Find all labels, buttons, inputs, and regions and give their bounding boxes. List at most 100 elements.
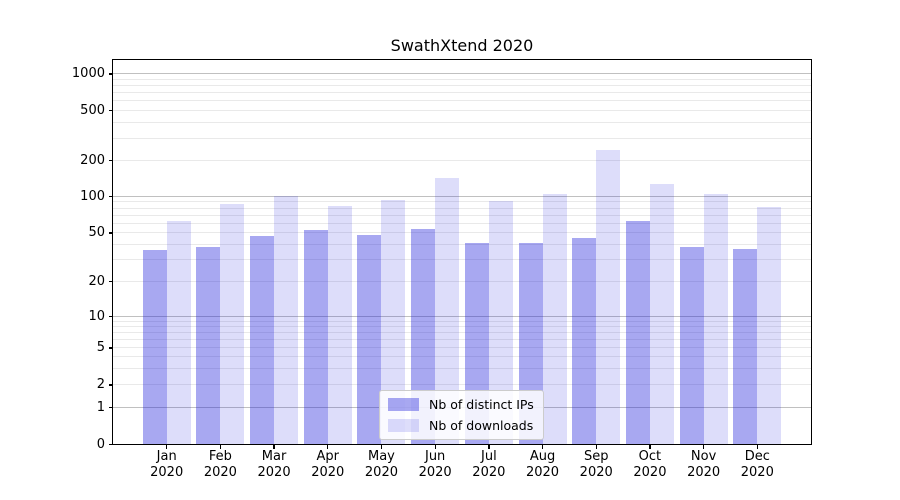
plot-area: Nb of distinct IPs Nb of downloads [112,59,812,445]
bar-downloads-jan [166,220,191,444]
x-tick-label-nov: Nov 2020 [672,449,736,480]
x-tick-year: 2020 [203,464,237,480]
x-tick-mark-jun [434,444,436,449]
gridline-7 [113,332,811,334]
x-tick-month: Feb [208,449,232,464]
x-tick-mark-jul [488,444,490,449]
x-tick-label-dec: Dec 2020 [725,449,789,480]
y-tick-mark-2 [109,384,113,386]
x-tick-label-aug: Aug 2020 [511,449,575,480]
x-tick-label-jun: Jun 2020 [403,449,467,480]
y-tick-label-0: 0 [96,436,105,452]
x-tick-label-jan: Jan 2020 [135,449,199,480]
x-tick-month: Jan [156,449,177,464]
x-tick-label-feb: Feb 2020 [188,449,252,480]
gridline-2 [113,384,811,386]
x-tick-year: 2020 [311,464,345,480]
x-tick-mark-mar [273,444,275,449]
legend-label-distinct-ips: Nb of distinct IPs [429,397,534,412]
x-tick-year: 2020 [472,464,506,480]
bar-distinct-ips-oct [625,220,650,444]
bar-distinct-ips-apr [303,229,328,444]
y-tick-mark-20 [109,280,113,283]
gridline-700 [113,92,811,94]
gridline-500 [113,110,811,112]
gridline-30 [113,259,811,261]
x-tick-label-may: May 2020 [349,449,413,480]
bar-distinct-ips-nov [679,247,704,444]
gridline-80 [113,207,811,209]
x-tick-mark-dec [756,444,758,449]
bar-distinct-ips-sep [572,238,597,444]
x-tick-year: 2020 [150,464,184,480]
gridline-40 [113,244,811,246]
y-tick-mark-1 [109,406,113,409]
bar-downloads-nov [703,194,728,444]
legend-swatch-downloads [388,419,419,432]
bar-downloads-dec [757,207,782,444]
y-tick-label-2: 2 [96,377,105,393]
x-tick-month: May [368,449,395,464]
bar-downloads-mar [274,196,299,444]
x-tick-month: Apr [316,449,340,464]
gridline-4 [113,356,811,358]
x-tick-mark-feb [219,444,222,449]
gridline-90 [113,201,811,203]
gridline-100 [113,195,811,197]
x-tick-month: Sep [583,449,609,464]
y-tick-label-20: 20 [88,273,105,289]
gridline-6 [113,339,811,341]
x-tick-year: 2020 [579,464,613,480]
legend-swatch-distinct-ips [388,398,419,411]
gridline-400 [113,122,811,124]
y-tick-label-100: 100 [80,188,105,204]
gridline-9 [113,320,811,322]
x-tick-label-oct: Oct 2020 [618,449,682,480]
bar-downloads-aug [542,193,567,444]
x-tick-month: Oct [638,449,662,464]
y-tick-mark-200 [109,159,113,161]
legend-label-downloads: Nb of downloads [429,418,534,433]
bar-distinct-ips-may [357,235,382,444]
x-tick-month: Dec [744,449,770,464]
y-tick-label-10: 10 [88,309,105,325]
gridline-60 [113,222,811,224]
y-tick-mark-500 [109,110,113,112]
x-tick-year: 2020 [740,464,774,480]
x-tick-mark-apr [327,444,329,449]
y-tick-label-5: 5 [96,340,105,356]
gridline-200 [113,159,811,161]
gridline-600 [113,100,811,102]
gridline-20 [113,280,811,282]
y-tick-mark-10 [109,316,113,318]
chart-title: SwathXtend 2020 [390,36,534,55]
gridline-50 [113,232,811,234]
gridline-3 [113,368,811,370]
gridline-8 [113,326,811,328]
y-tick-label-1: 1 [96,399,105,415]
bar-downloads-sep [596,149,621,444]
gridline-1000 [113,73,811,75]
x-tick-label-apr: Apr 2020 [296,449,360,480]
y-tick-label-200: 200 [80,152,105,168]
x-tick-year: 2020 [633,464,667,480]
gridline-300 [113,137,811,139]
x-tick-mark-aug [541,444,544,449]
gridline-5 [113,347,811,349]
y-tick-label-1000: 1000 [71,66,105,82]
x-tick-mark-jan [166,444,168,449]
gridline-70 [113,214,811,216]
y-tick-mark-100 [109,195,113,198]
legend-item-downloads: Nb of downloads [388,418,534,433]
legend-item-distinct-ips: Nb of distinct IPs [388,397,534,412]
x-tick-year: 2020 [525,464,560,480]
y-tick-mark-0 [109,443,113,445]
gridline-800 [113,85,811,87]
x-tick-month: Mar [261,449,287,464]
x-tick-month: Nov [690,449,717,464]
legend: Nb of distinct IPs Nb of downloads [379,390,544,440]
y-tick-label-500: 500 [80,103,105,119]
x-tick-month: Aug [529,449,556,464]
x-tick-label-jul: Jul 2020 [457,449,521,480]
